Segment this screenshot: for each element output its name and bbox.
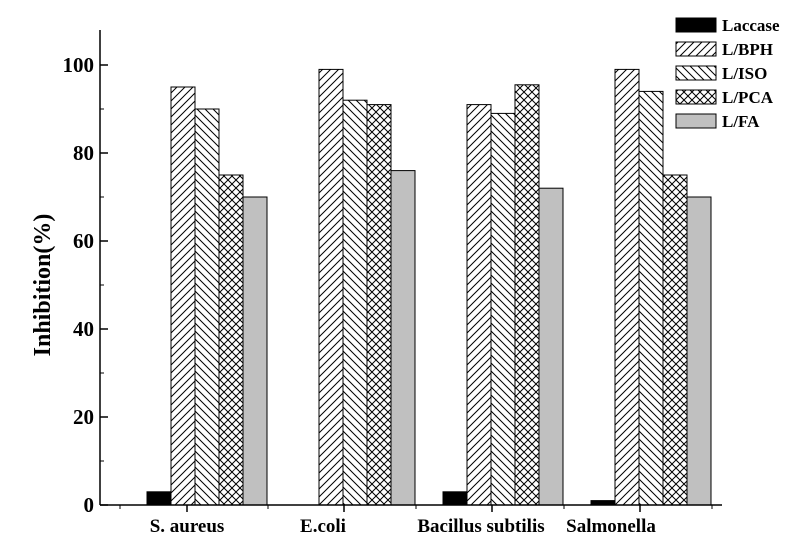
bar-l-fa-s-aureus [242, 196, 268, 506]
bar-l-bph-s-aureus [170, 86, 196, 506]
bar-l-pca-e-coli [366, 104, 392, 506]
bar-l-pca-bacillus-subtilis [514, 84, 540, 506]
bar-l-pca-s-aureus [218, 174, 244, 506]
bar-laccase-s-aureus [146, 491, 172, 506]
y-axis-label: Inhibition(%) [30, 214, 56, 357]
legend-swatch-l-fa [675, 113, 717, 129]
y-tick-label: 60 [73, 229, 94, 253]
legend-label: L/FA [722, 112, 760, 131]
legend-label: L/BPH [722, 40, 773, 59]
bar-l-iso-s-aureus [194, 108, 220, 506]
bar-l-pca-salmonella [662, 174, 688, 506]
legend-swatch-l-bph [675, 41, 717, 57]
legend-label: L/PCA [722, 88, 774, 107]
bar-l-iso-bacillus-subtilis [490, 112, 516, 506]
bars-group [146, 68, 712, 506]
legend-label: Laccase [722, 16, 780, 35]
bar-l-bph-salmonella [614, 68, 640, 506]
bar-l-fa-e-coli [390, 170, 416, 506]
y-tick-label: 80 [73, 141, 94, 165]
bar-l-fa-salmonella [686, 196, 712, 506]
y-tick-label: 20 [73, 405, 94, 429]
bar-l-bph-e-coli [318, 68, 344, 506]
x-category-label: Salmonella [566, 516, 656, 537]
bar-l-fa-bacillus-subtilis [538, 187, 564, 506]
legend-label: L/ISO [722, 64, 767, 83]
bar-laccase-bacillus-subtilis [442, 491, 468, 506]
x-category-label: E.coli [300, 516, 346, 537]
bar-l-iso-e-coli [342, 99, 368, 506]
legend-swatch-laccase [675, 17, 717, 33]
legend-swatch-l-pca [675, 89, 717, 105]
legend-swatch-l-iso [675, 65, 717, 81]
bar-l-bph-bacillus-subtilis [466, 104, 492, 506]
x-category-label: S. aureus [150, 516, 225, 537]
y-tick-label: 40 [73, 317, 94, 341]
y-tick-label: 100 [63, 53, 95, 77]
x-category-label: Bacillus subtilis [417, 516, 544, 537]
legend: Laccase L/BPH L/ISO L/PCA L/FA [675, 16, 780, 131]
axes-group: 0 20 40 60 80 100 S. aureus E.coli Bacillus subt… [63, 30, 722, 537]
bar-l-iso-salmonella [638, 90, 664, 506]
y-tick-label: 0 [84, 493, 95, 517]
